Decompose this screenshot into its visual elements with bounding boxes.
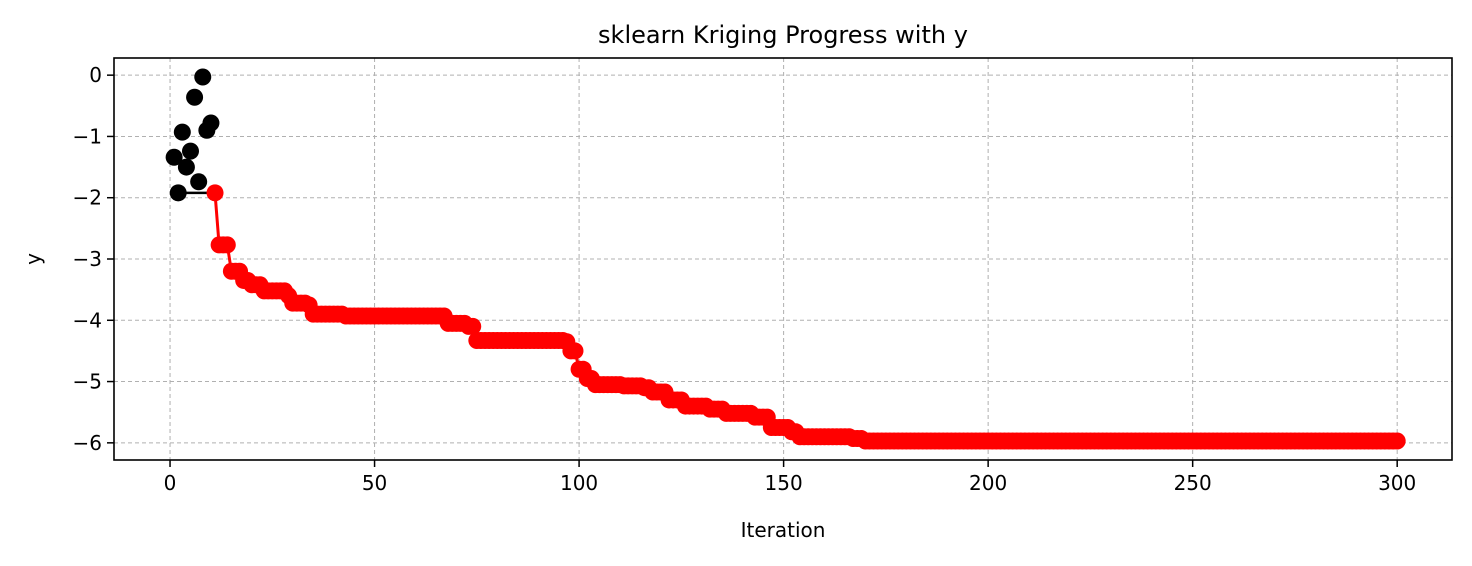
x-axis-label: Iteration [741,518,826,542]
y-tick-label: 0 [89,63,102,87]
initial-point [202,114,220,132]
initial-point [169,184,187,202]
y-tick-label: −1 [73,124,102,148]
y-tick-label: −3 [73,247,102,271]
best-so-far-point [566,342,584,360]
initial-point [190,173,208,191]
x-tick-label: 0 [164,471,177,495]
initial-point [194,68,212,86]
x-tick-label: 300 [1378,471,1416,495]
best-so-far-point [206,184,224,202]
grid [114,58,1452,460]
chart-title: sklearn Kriging Progress with y [598,21,968,49]
best-so-far-point [464,317,482,335]
plot-area [165,68,1406,450]
x-tick-label: 150 [765,471,803,495]
x-tick-label: 50 [362,471,387,495]
initial-point [165,148,183,166]
x-tick-label: 100 [560,471,598,495]
best-so-far-point [218,236,236,254]
initial-point [177,158,195,176]
y-tick-label: −5 [73,370,102,394]
y-axis: 0 −1 −2 −3 −4 −5 −6 [73,63,114,455]
y-tick-label: −6 [73,431,102,455]
initial-point [186,88,204,106]
x-tick-label: 250 [1174,471,1212,495]
y-axis-label: y [21,253,45,265]
y-tick-label: −2 [73,186,102,210]
x-axis: 0 50 100 150 200 250 300 [164,460,1416,495]
initial-point [181,142,199,160]
y-tick-label: −4 [73,308,102,332]
x-tick-label: 200 [969,471,1007,495]
best-so-far-point [1388,432,1406,450]
initial-point [173,123,191,141]
